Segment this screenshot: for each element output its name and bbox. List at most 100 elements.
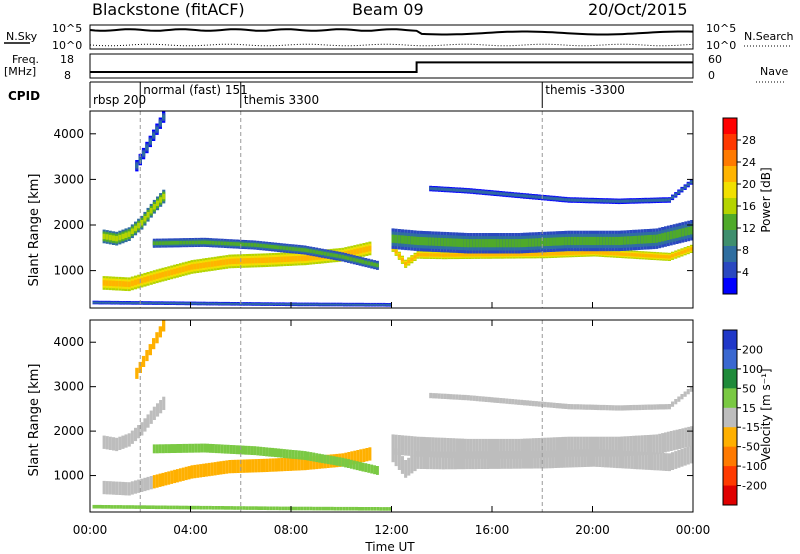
power-cell xyxy=(680,188,684,191)
power-cell xyxy=(152,204,156,210)
power-cell xyxy=(677,251,681,256)
velocity-colorbar-tick-4: -15 xyxy=(742,421,760,434)
power-cell xyxy=(333,303,337,306)
power-cell xyxy=(175,302,179,305)
velocity-cell xyxy=(586,449,590,467)
velocity-cell xyxy=(223,444,227,454)
velocity-cell xyxy=(542,450,546,469)
power-cell xyxy=(342,303,346,306)
power-cell xyxy=(659,199,662,202)
power-cell xyxy=(247,242,251,247)
power-cell xyxy=(526,195,529,198)
velocity-cell xyxy=(312,506,316,511)
velocity-cell xyxy=(626,405,630,411)
velocity-cell xyxy=(570,404,574,410)
power-cell xyxy=(181,266,185,272)
velocity-cell xyxy=(92,504,96,509)
velocity-cell xyxy=(323,454,327,464)
power-cell xyxy=(612,252,616,256)
power-cell xyxy=(455,238,459,247)
power-cell xyxy=(614,200,618,203)
power-colorbar-swatch-5 xyxy=(723,198,737,215)
power-cell xyxy=(365,246,369,252)
power-ytick-2: 2000 xyxy=(53,218,84,232)
power-cell xyxy=(511,239,515,248)
power-cell xyxy=(468,253,472,257)
power-cell xyxy=(196,302,200,305)
velocity-cell xyxy=(288,449,292,459)
velocity-cell xyxy=(102,480,106,495)
velocity-cell xyxy=(534,401,538,407)
velocity-cell xyxy=(674,451,678,469)
velocity-cell xyxy=(638,451,642,470)
power-cell xyxy=(336,303,340,306)
power-cell xyxy=(573,199,577,202)
power-cell xyxy=(271,257,275,263)
velocity-cell xyxy=(469,438,473,459)
velocity-cell xyxy=(275,506,279,511)
velocity-cell xyxy=(458,394,462,400)
power-cell xyxy=(164,271,168,277)
velocity-cell xyxy=(475,438,479,459)
velocity-cell xyxy=(112,481,116,495)
power-cell xyxy=(689,247,693,251)
velocity-cell xyxy=(671,401,675,407)
velocity-cell xyxy=(309,506,313,511)
velocity-cell xyxy=(190,465,194,479)
power-cell xyxy=(517,194,521,197)
velocity-cell xyxy=(656,404,660,410)
velocity-cell xyxy=(122,505,126,509)
power-cell xyxy=(429,187,433,190)
power-cell xyxy=(262,244,266,248)
power-cell xyxy=(496,239,500,248)
velocity-cell xyxy=(166,505,170,510)
velocity-cell xyxy=(528,438,532,459)
power-cell xyxy=(250,243,254,247)
power-cell xyxy=(344,255,347,260)
power-cell xyxy=(446,188,450,191)
power-cell xyxy=(570,198,574,202)
power-cell xyxy=(205,262,208,268)
power-cell xyxy=(146,302,149,304)
power-cell xyxy=(355,258,359,263)
power-cell xyxy=(490,191,494,195)
velocity-colorbar-swatch-5 xyxy=(723,427,737,448)
velocity-cell xyxy=(434,437,438,458)
velocity-cell xyxy=(152,406,156,420)
power-cell xyxy=(172,302,176,304)
velocity-cell xyxy=(446,393,450,400)
velocity-cell xyxy=(284,506,288,511)
power-cell xyxy=(253,243,257,247)
power-cell xyxy=(323,251,327,256)
power-cell xyxy=(481,191,485,194)
power-cell xyxy=(217,241,221,245)
power-cell xyxy=(124,232,128,238)
velocity-cell xyxy=(127,433,131,447)
power-cell xyxy=(303,255,307,262)
power-cell xyxy=(169,302,173,304)
power-colorbar-swatch-2 xyxy=(723,150,737,167)
power-cell xyxy=(632,199,636,202)
velocity-cell xyxy=(254,506,258,510)
power-cell xyxy=(193,302,197,305)
power-cell xyxy=(241,242,245,247)
velocity-cell xyxy=(250,446,254,455)
velocity-cell xyxy=(413,436,417,457)
velocity-cell xyxy=(344,458,347,468)
velocity-cell xyxy=(394,434,398,455)
power-colorbar-swatch-10 xyxy=(723,278,737,295)
velocity-cell xyxy=(376,466,379,475)
velocity-cell xyxy=(614,405,618,411)
velocity-cell xyxy=(558,403,562,409)
power-cell xyxy=(579,199,583,202)
power-cell xyxy=(630,253,634,257)
velocity-cell xyxy=(312,456,316,470)
velocity-cell xyxy=(675,429,679,450)
power-cell xyxy=(127,281,131,288)
velocity-cell xyxy=(306,456,310,470)
power-cell xyxy=(275,303,279,305)
power-cell xyxy=(571,251,575,255)
velocity-cell xyxy=(98,504,102,509)
velocity-cell xyxy=(154,505,158,510)
velocity-cell xyxy=(257,459,261,473)
